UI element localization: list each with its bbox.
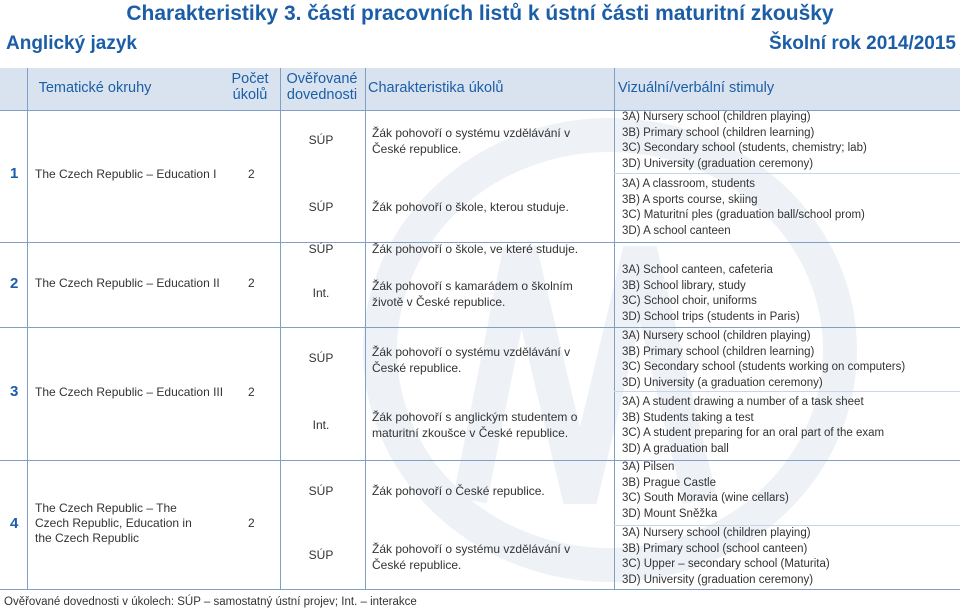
task-cell: Žák pohovoří o systému vzdělávání v Česk… — [372, 542, 571, 572]
header-skills: Ověřované dovednosti — [286, 71, 358, 103]
row-number: 3 — [10, 383, 19, 400]
row-number: 2 — [10, 275, 19, 292]
count-cell: 2 — [248, 167, 255, 181]
row-divider — [0, 242, 960, 243]
skill-cell: SÚP — [308, 548, 334, 562]
stimuli-block: 3A) Nursery school (children playing) 3B)… — [622, 111, 867, 170]
skill-cell: SÚP — [308, 200, 334, 214]
count-cell: 2 — [248, 516, 255, 530]
col-divider — [614, 68, 615, 589]
footer-legend: Ověřované dovednosti v úkolech: SÚP – sa… — [4, 596, 417, 608]
row-divider — [0, 110, 960, 111]
skill-cell: SÚP — [308, 133, 334, 147]
header-tasks: Charakteristika úkolů — [368, 80, 504, 96]
skill-cell: SÚP — [308, 484, 334, 498]
skill-cell: Int. — [312, 286, 330, 300]
row-divider — [0, 327, 960, 328]
row-divider — [0, 460, 960, 461]
stimuli-block: 3A) A student drawing a number of a task… — [622, 396, 885, 455]
task-cell: Žák pohovoří s anglickým studentem o mat… — [372, 410, 578, 440]
sub-divider — [614, 525, 960, 526]
topic-cell: The Czech Republic – Education I — [35, 167, 217, 181]
topic-cell: The Czech Republic – Education II — [35, 276, 220, 290]
count-cell: 2 — [248, 276, 255, 290]
row-number: 1 — [10, 165, 19, 182]
count-cell: 2 — [248, 385, 255, 399]
stimuli-block: 3A) Nursery school (children playing) 3B)… — [622, 330, 906, 389]
page-title: Charakteristiky 3. částí pracovních list… — [126, 2, 834, 25]
task-cell: Žák pohovoří o České republice. — [372, 484, 545, 498]
stimuli-block: 3A) Pilsen 3B) Prague Castle 3C) South Mor… — [622, 461, 789, 520]
task-cell: Žák pohovoří o škole, kterou studuje. — [372, 200, 569, 214]
task-cell: Žák pohovoří o systému vzdělávání v Česk… — [372, 126, 571, 156]
header-topics: Tematické okruhy — [38, 80, 152, 96]
row-number: 4 — [10, 515, 19, 532]
sub-divider — [614, 173, 960, 174]
skill-cell: SÚP — [308, 242, 334, 256]
topic-cell: The Czech Republic – The Czech Republic,… — [35, 501, 192, 545]
header-stimuli: Vizuální/verbální stimuly — [618, 80, 775, 96]
table-header-band — [0, 68, 960, 110]
task-cell: Žák pohovoří s kamarádem o školním život… — [372, 279, 573, 309]
stimuli-block: 3A) Nursery school (children playing) 3B)… — [622, 527, 830, 586]
sub-divider — [614, 391, 960, 392]
col-divider — [365, 68, 366, 589]
topic-cell: The Czech Republic – Education III — [35, 385, 224, 399]
subject-title: Anglický jazyk — [6, 33, 137, 54]
task-cell: Žák pohovoří o škole, ve které studuje. — [372, 242, 579, 256]
skill-cell: Int. — [312, 418, 330, 432]
col-divider — [27, 68, 28, 589]
header-count: Počet úkolů — [231, 71, 269, 103]
stimuli-block: 3A) A classroom, students 3B) A sports co… — [622, 178, 865, 237]
task-cell: Žák pohovoří o systému vzdělávání v Česk… — [372, 345, 571, 375]
stimuli-block: 3A) School canteen, cafeteria 3B) School … — [622, 264, 800, 323]
school-year: Školní rok 2014/2015 — [769, 33, 956, 54]
skill-cell: SÚP — [308, 351, 334, 365]
row-divider — [0, 589, 960, 590]
col-divider — [280, 68, 281, 589]
